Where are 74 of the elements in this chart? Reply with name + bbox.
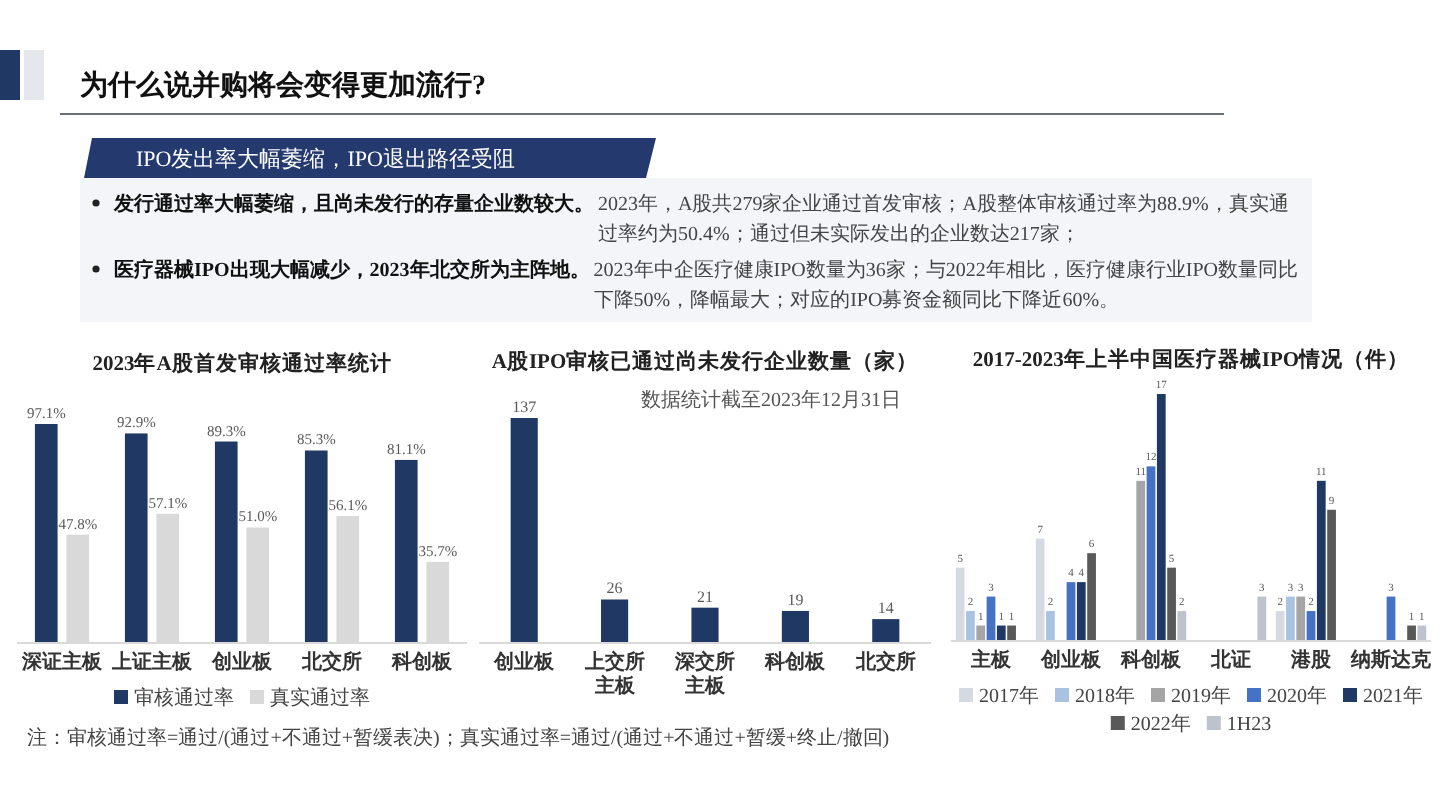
text: 注：审核通过率=通过/(通过+不通过+暂缓表决)；真实通过率=通过/(通过+不通过+暂缓+终止/撤回) <box>27 726 890 750</box>
bar <box>394 459 418 642</box>
text: IPO发出率大幅萎缩，IPO退出路径受阻 <box>136 146 515 172</box>
x-tick-label: 科创板 <box>1119 648 1183 672</box>
x-tick-label: 纳斯达克 <box>1349 648 1433 672</box>
text: 为什么说并购将会变得更加流行? <box>80 68 486 102</box>
bar <box>1306 611 1316 640</box>
bar <box>986 596 996 640</box>
x-tick-label: 创业板 <box>210 650 274 674</box>
legend-label: 2019年 <box>1171 684 1231 708</box>
text: 2023年，A股共279家企业通过首发审核；A股整体审核通过率为88.9%，真实通过率约为50.4%；通过但未实际发出的企业数达217家； <box>598 192 1289 246</box>
chart-title: 2023年A股首发审核通过率统计 <box>92 350 392 376</box>
bar <box>304 450 328 642</box>
bar <box>781 610 809 642</box>
x-tick-label: 上交所 主板 <box>582 650 645 698</box>
x-tick-label: 深证主板 <box>20 650 104 674</box>
data-label: 137 <box>512 398 537 416</box>
bar <box>1407 625 1416 640</box>
bar <box>1087 553 1096 640</box>
bar <box>996 625 1006 640</box>
x-tick-label: 创业板 <box>1039 648 1103 672</box>
bar <box>1076 582 1086 640</box>
bar <box>691 607 719 642</box>
chart-title: 2017-2023年上半中国医疗器械IPO情况（件） <box>972 346 1410 372</box>
x-tick-label: 北交所 <box>300 650 362 674</box>
x-tick-label: 科创板 <box>390 650 454 674</box>
legend-label: 2021年 <box>1363 684 1423 708</box>
legend-label: 审核通过率 <box>134 686 234 710</box>
text: 医疗器械IPO出现大幅减少，2023年北交所为主阵地。 <box>114 258 590 282</box>
legend-label: 2017年 <box>979 684 1039 708</box>
bar <box>1417 625 1427 640</box>
bar <box>1327 509 1336 640</box>
bar <box>510 418 538 642</box>
bar <box>1146 466 1156 640</box>
bar <box>1136 480 1146 640</box>
bar <box>1316 480 1326 640</box>
bar <box>1167 567 1176 640</box>
chart-title: A股IPO审核已通过尚未发行企业数量（家） <box>491 348 919 374</box>
bar <box>1156 394 1166 640</box>
x-tick-label: 科创板 <box>763 650 828 674</box>
data-label: 14 <box>877 599 894 618</box>
legend-label: 1H23 <box>1226 714 1272 736</box>
x-tick-label: 北证 <box>1209 648 1251 672</box>
bar <box>1386 596 1396 640</box>
bar <box>34 424 58 642</box>
data-label: 21 <box>697 587 713 606</box>
bar <box>124 433 148 642</box>
x-tick-label: 北交所 <box>853 650 916 674</box>
x-tick-label: 上证主板 <box>110 650 194 674</box>
data-label: 26 <box>606 579 623 598</box>
bar <box>1007 625 1016 640</box>
bar <box>976 625 986 640</box>
text: 2023年中企医疗健康IPO数量为36家；与2022年相比，医疗健康行业IPO数量同比下降50%，降幅最大；对应的IPO募资金额同比下降近60%。 <box>593 258 1299 312</box>
chart-subtitle: 数据统计截至2023年12月31日 <box>641 388 901 412</box>
bar <box>1296 596 1306 640</box>
legend-label: 2018年 <box>1075 684 1135 708</box>
bar <box>966 611 975 640</box>
bar <box>1177 611 1187 640</box>
data-label: 19 <box>787 590 804 609</box>
bar <box>214 441 238 642</box>
bar <box>872 619 900 642</box>
bar <box>1257 596 1267 640</box>
text: 发行通过率大幅萎缩，且尚未发行的存量企业数较大。 <box>112 192 594 216</box>
bar <box>1286 596 1295 640</box>
legend-label: 2020年 <box>1267 684 1327 708</box>
x-tick-label: 创业板 <box>492 650 557 674</box>
legend-label: 真实通过率 <box>270 686 370 710</box>
legend-label: 2022年 <box>1130 712 1191 736</box>
bar <box>601 599 629 642</box>
x-tick-label: 主板 <box>969 648 1013 672</box>
x-tick-label: 深交所主板 <box>673 650 735 698</box>
x-tick-label: 港股 <box>1289 648 1333 672</box>
bar <box>1046 611 1055 640</box>
bar <box>1066 582 1076 640</box>
